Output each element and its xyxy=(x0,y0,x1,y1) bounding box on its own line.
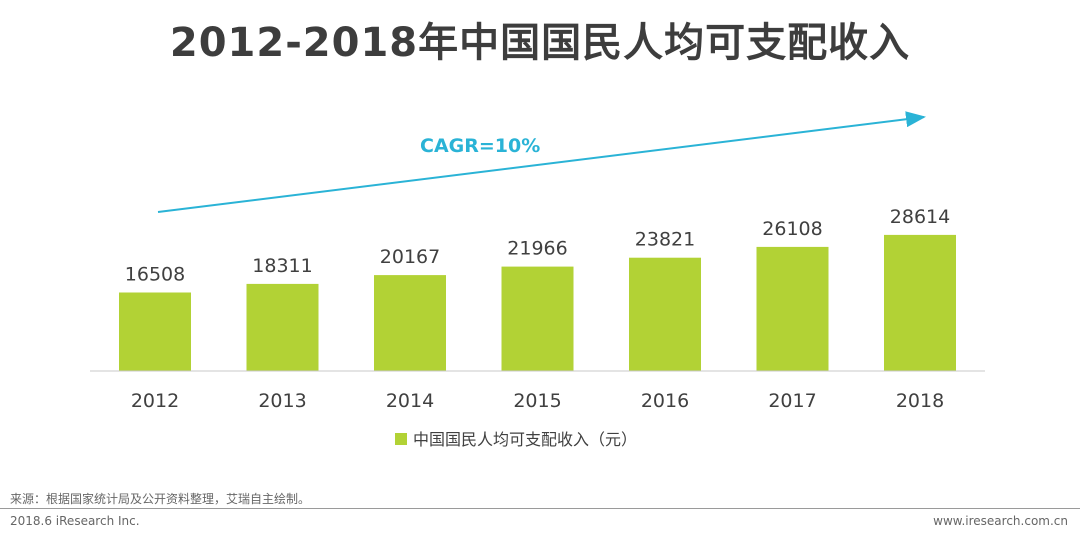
value-label-2014: 20167 xyxy=(380,246,440,268)
x-tick-2015: 2015 xyxy=(513,390,561,412)
value-label-2016: 23821 xyxy=(635,229,695,251)
cagr-trend-arrow xyxy=(157,111,926,213)
x-tick-2013: 2013 xyxy=(258,390,306,412)
bar-2013 xyxy=(246,283,319,371)
x-tick-2017: 2017 xyxy=(768,390,816,412)
footer-divider xyxy=(0,508,1080,509)
x-tick-labels: 2012 2013 2014 2015 2016 2017 2018 xyxy=(131,390,944,412)
value-label-2017: 26108 xyxy=(762,218,822,240)
source-note: 来源：根据国家统计局及公开资料整理，艾瑞自主绘制。 xyxy=(10,492,311,506)
bar-2017 xyxy=(756,246,829,371)
bar-2015 xyxy=(501,266,574,371)
bar-2012 xyxy=(119,292,191,371)
legend-label: 中国国民人均可支配收入（元） xyxy=(413,430,637,449)
chart-title: 2012-2018年中国国民人均可支配收入 xyxy=(169,20,911,66)
legend-swatch xyxy=(395,433,407,445)
cagr-annotation: CAGR=10% xyxy=(420,135,540,157)
bar-2014 xyxy=(374,275,446,371)
value-label-2013: 18311 xyxy=(252,255,312,277)
x-tick-2018: 2018 xyxy=(896,390,944,412)
x-tick-2014: 2014 xyxy=(386,390,434,412)
value-label-2018: 28614 xyxy=(890,206,950,228)
legend: 中国国民人均可支配收入（元） xyxy=(395,430,637,449)
value-label-2012: 16508 xyxy=(125,264,185,286)
x-tick-2016: 2016 xyxy=(641,390,689,412)
bar-2018 xyxy=(884,234,956,371)
value-label-2015: 21966 xyxy=(507,238,567,260)
footer-website: www.iresearch.com.cn xyxy=(933,514,1068,528)
x-tick-2012: 2012 xyxy=(131,390,179,412)
footer-copyright: 2018.6 iResearch Inc. xyxy=(10,514,140,528)
bar-2016 xyxy=(629,257,701,371)
bars-group: 16508 18311 20167 21966 23821 26108 28614 xyxy=(119,206,956,371)
